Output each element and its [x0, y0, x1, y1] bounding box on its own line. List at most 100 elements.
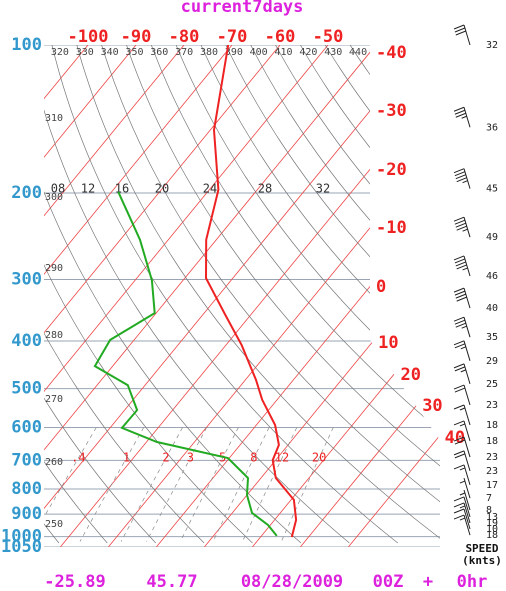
wind-barb [453, 255, 471, 277]
barb-feather [453, 255, 465, 261]
dry-adiabat-label: 410 [274, 47, 292, 58]
barb-staff [463, 508, 471, 530]
dry-adiabat-label: 290 [45, 263, 63, 274]
footer-text: 00Z [373, 572, 404, 591]
barb-half [462, 180, 468, 184]
dry-adiabat [175, 45, 440, 544]
barb-feather [454, 258, 466, 264]
y-tick-label: 400 [11, 331, 42, 351]
wind-speed-label: 32 [486, 40, 498, 51]
isotherm-label: 10 [378, 333, 398, 353]
isotherm-label: 0 [376, 277, 386, 297]
barb-feather [453, 420, 465, 426]
isotherm-label: -10 [376, 218, 407, 238]
mixing-ratio-label: 12 [275, 451, 289, 465]
isotherm-label: -90 [121, 27, 152, 47]
y-tick-label: 200 [11, 183, 42, 203]
wind-speed-label: 23 [486, 466, 498, 477]
barb-half [459, 467, 466, 471]
dry-adiabat [44, 45, 302, 544]
dry-adiabat-label: 430 [324, 47, 342, 58]
wind-speed-label: 13 [486, 512, 498, 523]
dry-adiabat [275, 45, 440, 544]
wind-speed-label: 40 [486, 303, 498, 314]
barb-feather [453, 502, 465, 508]
dry-adiabat [44, 45, 205, 544]
barb-half [459, 517, 466, 521]
barb-half [460, 346, 466, 350]
wind-speed-label: 18 [486, 436, 498, 447]
isotherm [44, 45, 377, 547]
dry-adiabat [44, 45, 156, 544]
mixing-ratio-label: 8 [250, 451, 257, 465]
wind-speed-label: 10 [486, 524, 498, 535]
barb-feather [453, 384, 465, 390]
mixing-ratio-line [242, 427, 298, 542]
dry-adiabat-label: 320 [51, 47, 69, 58]
barb-feather [453, 404, 465, 410]
barb-feather [453, 340, 465, 346]
isotherm-label: -50 [313, 27, 344, 47]
dry-adiabat [324, 45, 440, 544]
barb-feather [453, 216, 465, 222]
dry-adiabat-label: 330 [76, 47, 94, 58]
barb-half [459, 505, 466, 509]
wind-barb [453, 508, 471, 530]
dry-adiabat-label: 390 [225, 47, 243, 58]
dry-adiabat-label: 250 [45, 519, 63, 530]
y-tick-label: 800 [11, 479, 42, 499]
y-tick-label: 500 [11, 379, 42, 399]
footer-text: + [423, 572, 433, 591]
dry-adiabat-label: 270 [45, 394, 63, 405]
dry-adiabat-label: 310 [45, 113, 63, 124]
dry-adiabat [300, 45, 440, 544]
wind-speed-label: 23 [486, 400, 498, 411]
wind-label: SPEED [465, 542, 498, 555]
mixing-ratio-label: 1 [123, 451, 130, 465]
mixing-ratio-line [44, 427, 97, 542]
barb-feather [453, 464, 465, 470]
upper-label: 32 [316, 182, 330, 196]
barb-half [462, 267, 468, 271]
footer-text: 08/28/2009 [241, 572, 343, 591]
barb-feather [455, 261, 466, 267]
barb-feather [453, 287, 465, 293]
chart-title: current7days [181, 0, 304, 17]
profile-line [204, 44, 298, 538]
wind-barb [453, 384, 471, 406]
upper-label: 24 [203, 182, 217, 196]
wind-barb [453, 340, 471, 361]
wind-speed-label: 36 [486, 122, 498, 133]
wind-barb [453, 514, 471, 536]
y-tick-label: 1000 [1, 527, 42, 547]
isotherm [156, 45, 440, 547]
dry-adiabat-label: 370 [175, 47, 193, 58]
isotherm-label: -70 [217, 27, 248, 47]
barb-feather [455, 293, 466, 299]
dry-adiabat-label: 300 [45, 192, 63, 203]
dry-adiabat [44, 45, 253, 544]
dry-adiabat [76, 45, 440, 544]
barb-feather [454, 366, 466, 372]
wind-barb [453, 106, 471, 128]
mixing-ratio-label: 3 [187, 451, 194, 465]
isotherm-label: -60 [265, 27, 296, 47]
barb-feather [456, 296, 467, 302]
dry-adiabat-label: 340 [101, 47, 119, 58]
wind-speed-label: 8 [486, 505, 492, 516]
upper-label: 28 [258, 182, 272, 196]
upper-label: 16 [115, 182, 129, 196]
dry-adiabat-label: 380 [200, 47, 218, 58]
isotherm [300, 45, 440, 547]
barb-feather [454, 171, 466, 177]
barb-feather [453, 514, 465, 520]
wind-barb [459, 477, 471, 499]
footer-text: 0hr [457, 572, 488, 591]
barb-feather [454, 319, 466, 325]
isotherm-label: -40 [376, 43, 407, 63]
barb-feather [453, 363, 465, 369]
dry-adiabat [44, 45, 350, 544]
wind-barb [453, 24, 471, 46]
isotherm [44, 45, 137, 547]
barb-feather [454, 453, 466, 459]
